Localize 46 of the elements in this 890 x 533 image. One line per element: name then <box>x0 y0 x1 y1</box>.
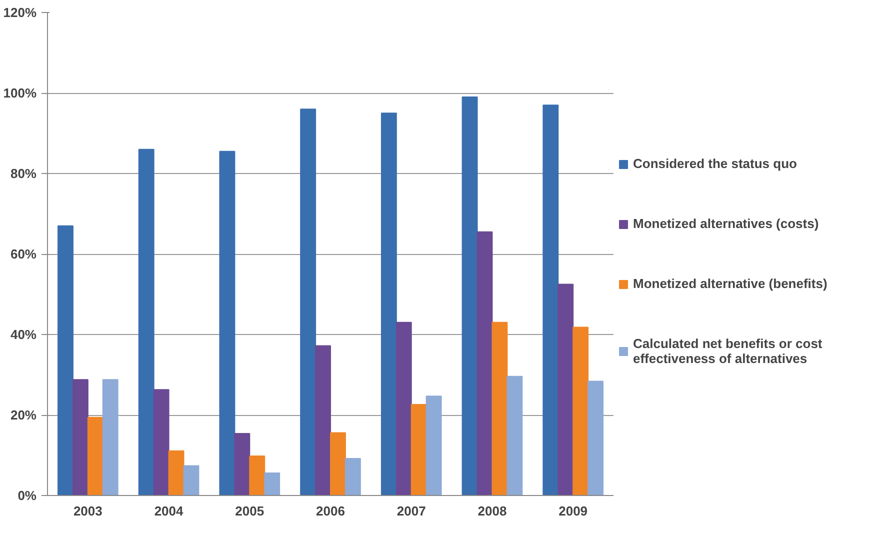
y-tick-label: 100% <box>3 86 37 100</box>
bar <box>234 433 250 496</box>
x-tick-label: 2009 <box>558 504 588 518</box>
x-tick-label: 2006 <box>316 504 345 518</box>
bar <box>492 322 508 496</box>
legend-label: Monetized alternatives (costs) <box>633 216 819 231</box>
bar <box>410 404 427 496</box>
y-tick-label: 40% <box>10 327 37 342</box>
x-tick-label: 2005 <box>235 504 264 518</box>
bar <box>102 379 118 496</box>
y-tick-label: 80% <box>10 166 37 181</box>
x-tick-label: 2007 <box>396 504 426 518</box>
y-tick-label: 0% <box>18 488 37 503</box>
bar <box>249 456 266 496</box>
bar <box>330 432 346 496</box>
legend-label: Considered the status quo <box>633 156 797 171</box>
bar <box>558 284 574 496</box>
bar <box>506 376 523 496</box>
bar <box>426 396 442 496</box>
y-tick-label: 20% <box>10 408 37 422</box>
bar <box>380 112 397 496</box>
bar <box>315 345 331 496</box>
bar <box>219 150 236 496</box>
bar <box>344 458 361 496</box>
x-tick-label: 2003 <box>73 504 102 518</box>
bar <box>572 326 589 496</box>
bar <box>153 389 170 496</box>
bar <box>138 148 154 496</box>
legend-label: Monetized alternative (benefits) <box>633 276 828 291</box>
legend-label: Calculated net benefits or cost effectiveness of alternatives <box>633 336 822 366</box>
bar <box>588 380 604 496</box>
bar <box>87 416 104 496</box>
bar <box>396 322 412 496</box>
y-tick-label: 60% <box>10 246 37 262</box>
x-tick-label: 2008 <box>478 504 507 518</box>
y-tick-label: 120% <box>3 5 37 20</box>
x-tick-label: 2004 <box>154 504 184 518</box>
bar <box>300 108 316 496</box>
bar <box>462 96 478 496</box>
bar <box>168 450 184 496</box>
bar <box>542 104 559 496</box>
bar <box>72 379 88 496</box>
bar <box>58 225 74 496</box>
bar <box>183 465 200 496</box>
bar <box>476 231 493 496</box>
bar <box>264 472 280 496</box>
